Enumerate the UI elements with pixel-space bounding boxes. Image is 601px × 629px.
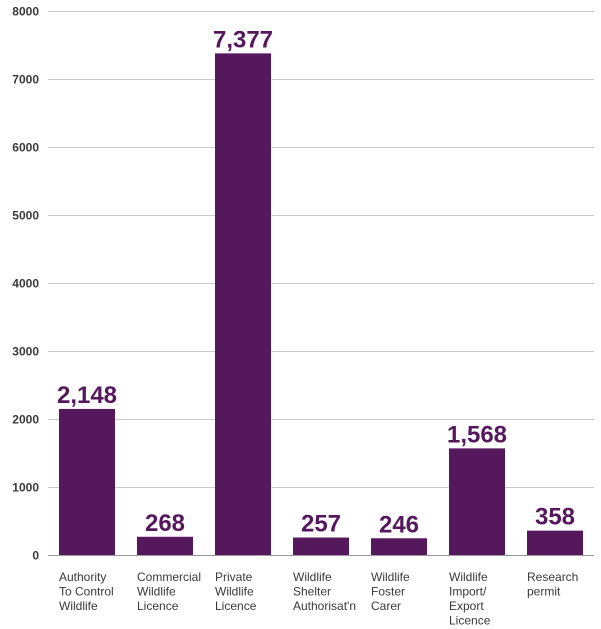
bar — [59, 408, 115, 555]
y-tick-label: 1000 — [12, 481, 39, 495]
x-tick-label: Wildlife Import/Export Licence — [449, 570, 491, 628]
bar — [527, 530, 583, 555]
value-labels: 2,148 268 7,377 257 246 1,568 358 — [57, 26, 575, 538]
bar — [449, 448, 505, 555]
x-tick-label: Wildlife Foster Carer — [371, 570, 410, 613]
y-tick-label: 5000 — [12, 209, 39, 223]
y-tick-label: 6000 — [12, 141, 39, 155]
y-tick-label: 0 — [32, 549, 39, 563]
y-tick-label: 2000 — [12, 413, 39, 427]
grid-layer — [48, 11, 594, 556]
bar-value-label: 358 — [535, 504, 575, 531]
y-axis: 0 1000 2000 3000 4000 5000 6000 7000 8000 — [12, 5, 39, 563]
x-tick-label: Private Wildlife Licence — [215, 570, 257, 613]
y-tick-label: 7000 — [12, 73, 39, 87]
x-tick-label: Research permit — [527, 570, 578, 599]
y-tick-label: 8000 — [12, 5, 39, 19]
bar-series — [59, 53, 583, 555]
x-axis: Authority To Control Wildlife Commercial Wil… — [59, 570, 578, 628]
bar — [371, 538, 427, 555]
bar-value-label: 1,568 — [447, 421, 507, 448]
y-tick-label: 3000 — [12, 345, 39, 359]
x-tick-label: Authority To Control Wildlife — [59, 570, 114, 613]
bar-value-label: 7,377 — [213, 26, 273, 53]
bar-value-label: 2,148 — [57, 382, 117, 409]
bar — [293, 537, 349, 555]
bar-value-label: 268 — [145, 510, 185, 537]
x-tick-label: Commercial Wildlife Licence — [137, 570, 201, 613]
y-tick-label: 4000 — [12, 277, 39, 291]
bar — [137, 536, 193, 555]
bar-value-label: 246 — [379, 511, 419, 538]
bar — [215, 53, 271, 555]
x-tick-label: Wildlife Shelter Authorisat'n — [293, 570, 356, 613]
bar-value-label: 257 — [301, 511, 341, 538]
